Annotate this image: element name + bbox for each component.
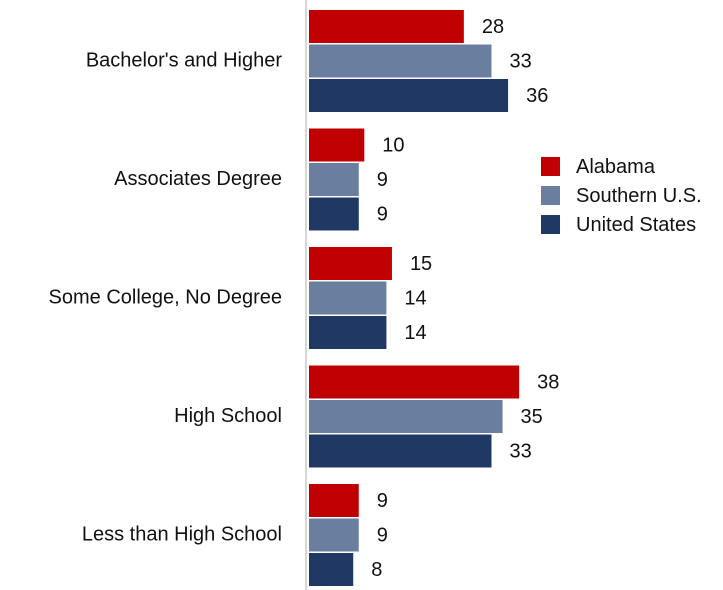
data-label-alabama-high-school: 38: [537, 371, 559, 393]
legend-label-southern-u-s: Southern U.S.: [576, 185, 702, 207]
data-label-united-states-bachelor-s-and-higher: 36: [526, 85, 548, 107]
data-label-southern-u-s-bachelor-s-and-higher: 33: [509, 50, 531, 72]
legend-swatch-united-states: [541, 215, 560, 234]
bar-alabama-high-school: [309, 365, 520, 399]
bar-alabama-associates-degree: [309, 128, 365, 162]
legend-label-alabama: Alabama: [576, 156, 656, 178]
data-label-southern-u-s-associates-degree: 9: [377, 169, 388, 191]
data-label-alabama-associates-degree: 10: [382, 134, 404, 156]
bar-united-states-bachelor-s-and-higher: [309, 79, 509, 112]
data-label-alabama-bachelor-s-and-higher: 28: [482, 16, 504, 38]
bar-alabama-some-college-no-degree: [309, 247, 392, 280]
data-label-southern-u-s-high-school: 35: [521, 406, 543, 428]
legend-swatch-alabama: [541, 157, 560, 176]
category-label-less-than-high-school: Less than High School: [82, 523, 282, 545]
data-label-united-states-high-school: 33: [509, 440, 531, 462]
bar-alabama-less-than-high-school: [309, 484, 359, 517]
bar-southern-u-s-bachelor-s-and-higher: [309, 44, 492, 78]
data-label-alabama-less-than-high-school: 9: [377, 490, 388, 512]
bar-southern-u-s-some-college-no-degree: [309, 281, 387, 315]
data-label-united-states-less-than-high-school: 8: [371, 559, 382, 581]
bars-group: [309, 10, 520, 586]
bar-southern-u-s-associates-degree: [309, 163, 359, 196]
category-label-bachelor-s-and-higher: Bachelor's and Higher: [86, 49, 282, 71]
data-label-united-states-associates-degree: 9: [377, 203, 388, 225]
data-label-united-states-some-college-no-degree: 14: [404, 322, 426, 344]
legend: Alabama Southern U.S. United States: [541, 156, 702, 236]
bar-united-states-high-school: [309, 434, 492, 468]
bar-southern-u-s-less-than-high-school: [309, 518, 359, 552]
bar-southern-u-s-high-school: [309, 400, 503, 433]
bar-united-states-less-than-high-school: [309, 553, 354, 586]
bar-alabama-bachelor-s-and-higher: [309, 10, 464, 43]
category-label-associates-degree: Associates Degree: [114, 168, 282, 190]
data-label-alabama-some-college-no-degree: 15: [410, 253, 432, 275]
category-label-high-school: High School: [174, 405, 282, 427]
legend-swatch-southern-u-s: [541, 186, 560, 205]
bar-united-states-associates-degree: [309, 197, 359, 231]
data-label-southern-u-s-less-than-high-school: 9: [377, 524, 388, 546]
data-label-southern-u-s-some-college-no-degree: 14: [404, 287, 426, 309]
category-labels: Bachelor's and Higher Associates Degree So…: [49, 49, 283, 545]
category-label-some-college-no-degree: Some College, No Degree: [49, 286, 282, 308]
bar-united-states-some-college-no-degree: [309, 316, 387, 349]
legend-label-united-states: United States: [576, 214, 696, 236]
